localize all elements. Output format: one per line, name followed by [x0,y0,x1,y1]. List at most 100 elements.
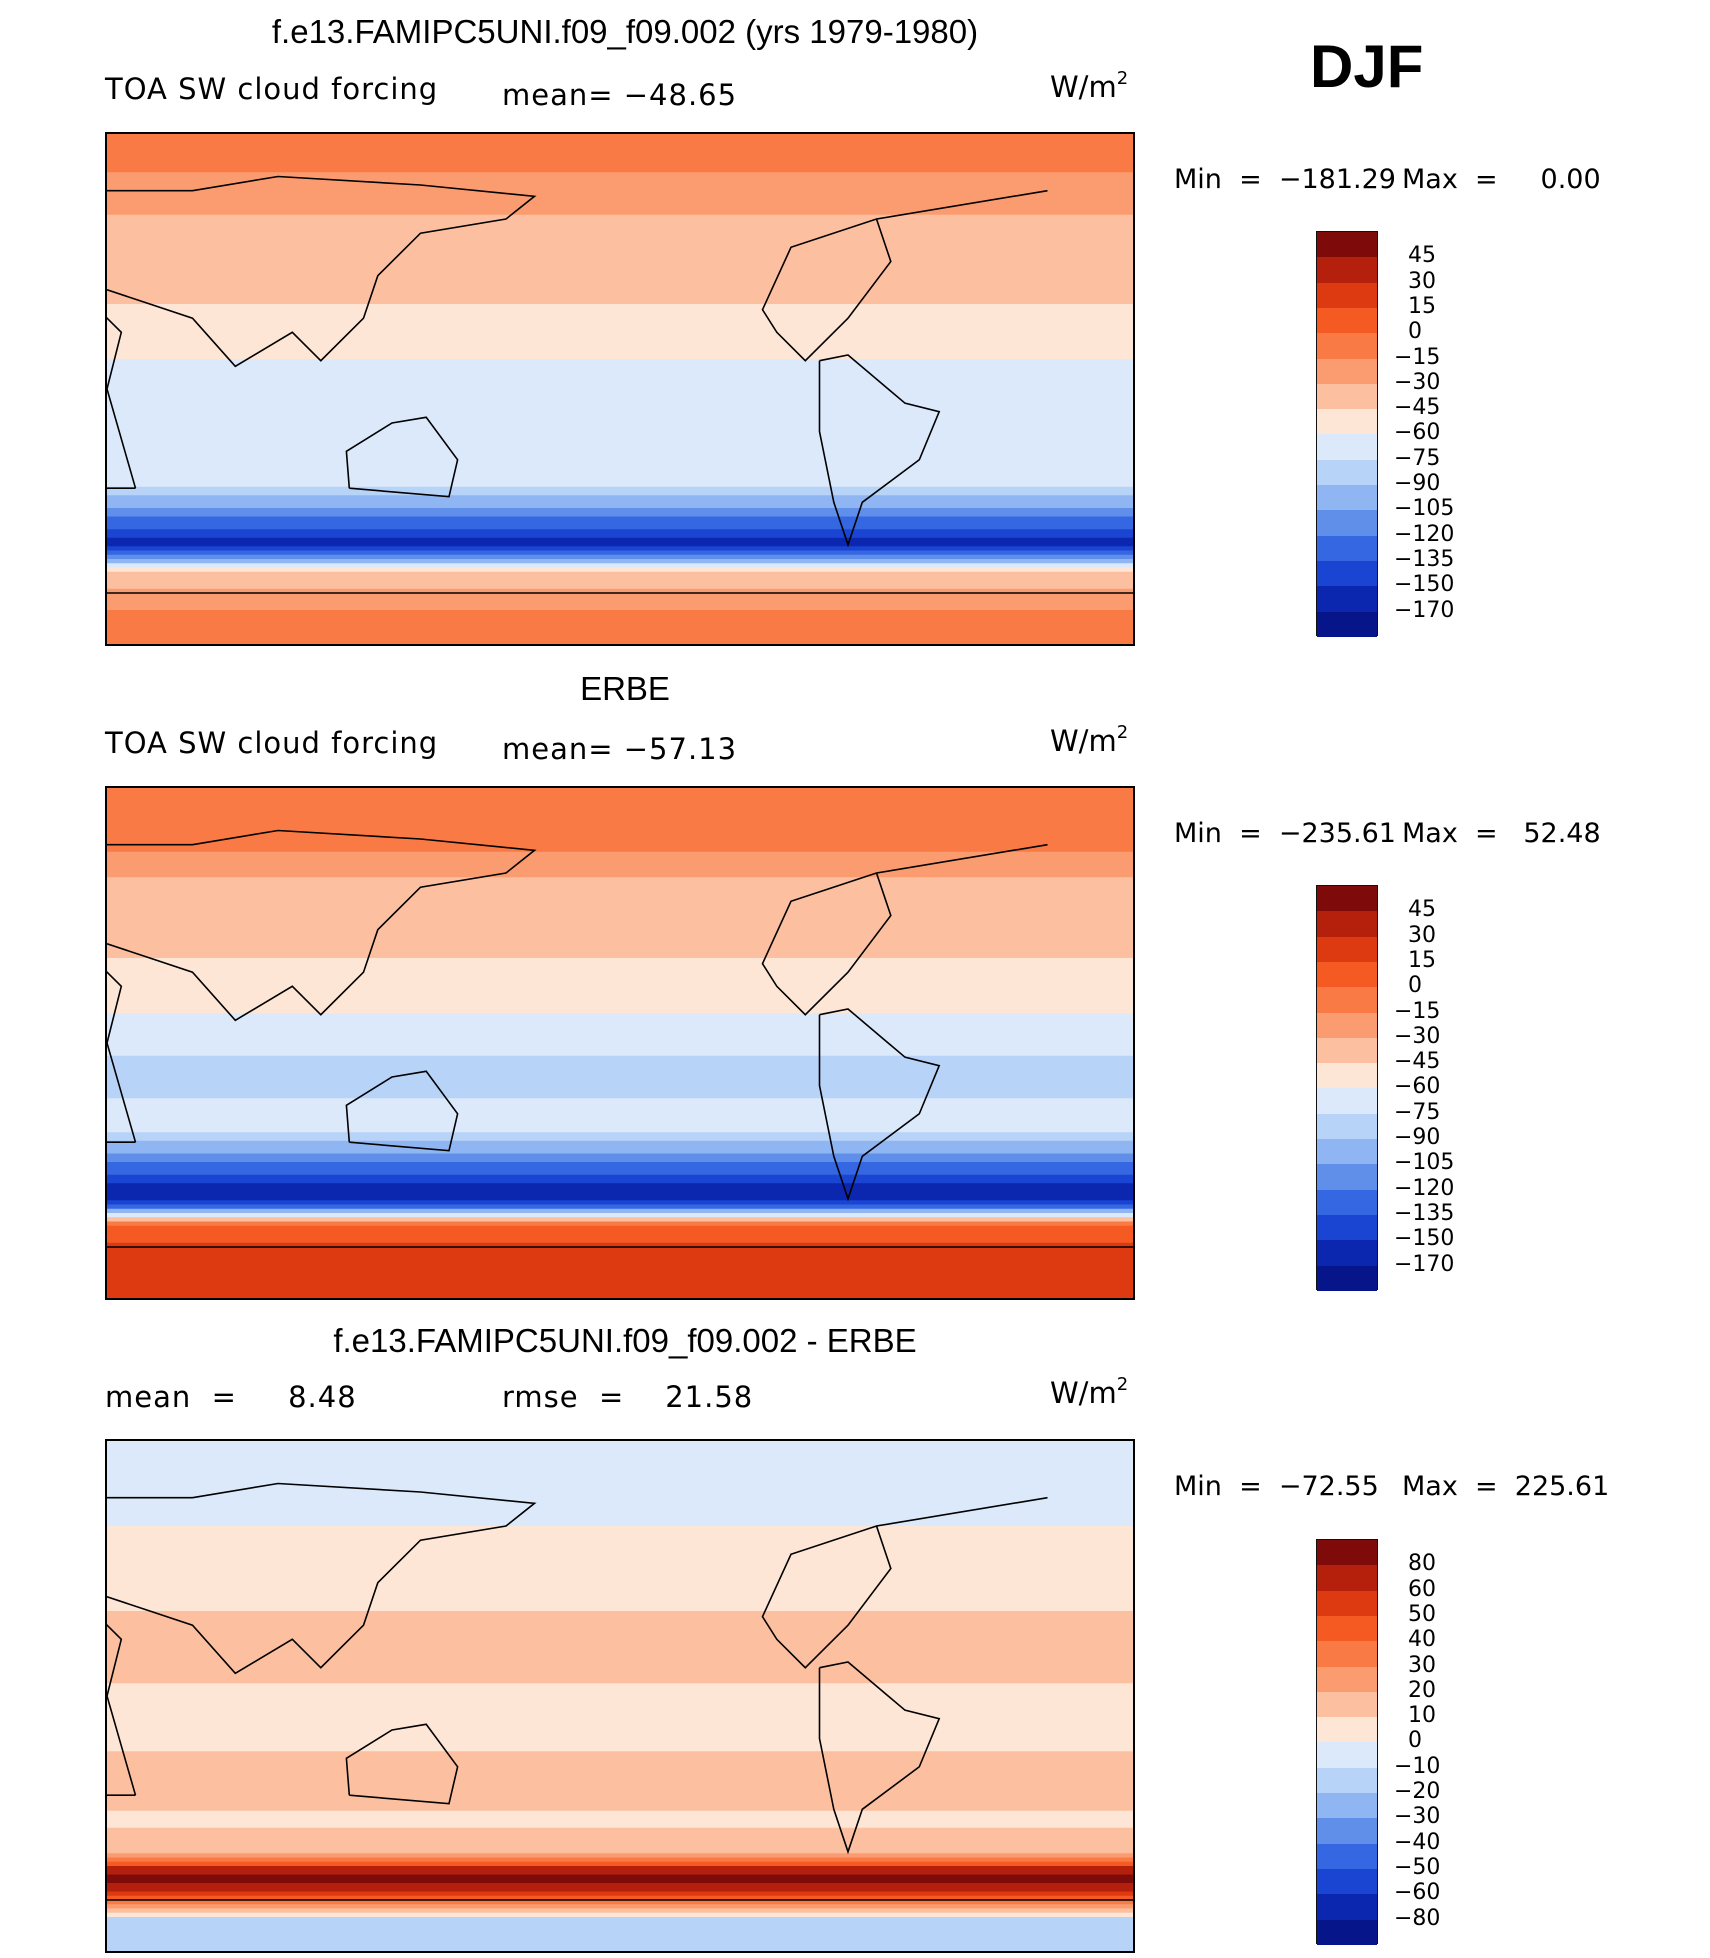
colorbar-swatch [1317,1088,1377,1115]
map-band [107,1900,1133,1905]
map-band [107,376,1133,382]
panel-2-min: Min = −235.61 [1174,818,1396,849]
map-band [107,593,1133,598]
map-band [107,1708,1133,1714]
map-band [107,1602,1133,1608]
map-band [107,1251,1133,1257]
panel-2-max: Max = 52.48 [1402,818,1601,849]
colorbar-swatch [1317,282,1377,309]
panel-1-map-svg [107,134,1133,644]
map-band [107,1034,1133,1040]
map-band [107,248,1133,254]
map-band [107,597,1133,603]
map-band [107,316,1133,322]
map-band [107,902,1133,908]
map-band [107,346,1133,352]
map-band [107,401,1133,407]
colorbar-swatch [1317,1037,1377,1064]
map-band [107,1285,1133,1291]
colorbar-tick-label: −15 [1394,998,1441,1024]
coastline [107,175,537,368]
map-band [107,1043,1133,1048]
map-band [107,418,1133,424]
map-band [107,423,1133,428]
map-band [107,1115,1133,1121]
map-band [107,448,1133,454]
map-band [107,1874,1133,1880]
colorbar-swatch [1317,560,1377,587]
colorbar-swatch [1317,1666,1377,1693]
colorbar-swatch [1317,1063,1377,1089]
colorbar-swatch [1317,1214,1377,1241]
coastline [818,354,941,548]
map-band [107,1623,1133,1629]
map-band [107,1925,1133,1931]
map-band [107,1145,1133,1150]
colorbar-swatch [1317,232,1377,258]
map-band [107,185,1133,190]
map-band [107,1683,1133,1689]
map-band [107,1242,1133,1248]
map-band [107,533,1133,539]
colorbar-tick-label: −90 [1394,471,1441,496]
colorbar-swatch [1317,535,1377,562]
map-band [107,350,1133,356]
map-band [107,529,1133,535]
map-band [107,1026,1133,1031]
map-band [107,1500,1133,1506]
map-band [107,1649,1133,1655]
colorbar-tick-label: −10 [1394,1753,1441,1779]
colorbar-tick-label: −170 [1394,1251,1455,1277]
map-band [107,1823,1133,1829]
colorbar-swatch [1317,1767,1377,1794]
map-band [107,1264,1133,1269]
map-band [107,452,1133,458]
map-band [107,1102,1133,1108]
colorbar-swatch [1317,1742,1377,1769]
map-band [107,1717,1133,1723]
map-band [107,304,1133,309]
map-band [107,1030,1133,1036]
colorbar-tick-label: 20 [1408,1677,1436,1703]
map-band [107,210,1133,216]
map-band [107,1081,1133,1087]
map-band [107,1247,1133,1252]
map-band [107,907,1133,912]
colorbar-tick-label: −120 [1394,521,1455,547]
colorbar-swatch [1317,1012,1377,1039]
colorbar-tick-label: −80 [1394,1905,1441,1931]
colorbar-tick-label: 30 [1408,268,1436,294]
map-band [107,1934,1133,1939]
map-band [107,1021,1133,1027]
colorbar-swatch [1317,1615,1377,1642]
map-band [107,881,1133,887]
coastline [818,1008,941,1202]
map-band [107,469,1133,475]
colorbar-tick-label: −150 [1394,1226,1455,1252]
map-band [107,1196,1133,1201]
map-band [107,1666,1133,1672]
map-band [107,537,1133,543]
map-band [107,1204,1133,1210]
colorbar-swatch [1317,1868,1377,1895]
colorbar-swatch [1317,1818,1377,1845]
map-band [107,894,1133,900]
map-band [107,1217,1133,1223]
map-band [107,919,1133,925]
colorbar-tick-label: 15 [1408,947,1436,973]
map-band [107,1492,1133,1497]
map-band [107,193,1133,199]
map-band [107,486,1133,492]
coastline [345,1070,459,1152]
colorbar-tick-label: 10 [1408,1703,1436,1729]
map-band [107,1572,1133,1578]
map-band [107,1742,1133,1748]
map-band [107,1755,1133,1761]
map-band [107,1213,1133,1218]
map-band [107,1628,1133,1633]
colorbar-swatch [1317,358,1377,385]
map-band [107,1234,1133,1240]
map-band [107,796,1133,802]
map-band [107,168,1133,173]
map-band [107,1140,1133,1146]
